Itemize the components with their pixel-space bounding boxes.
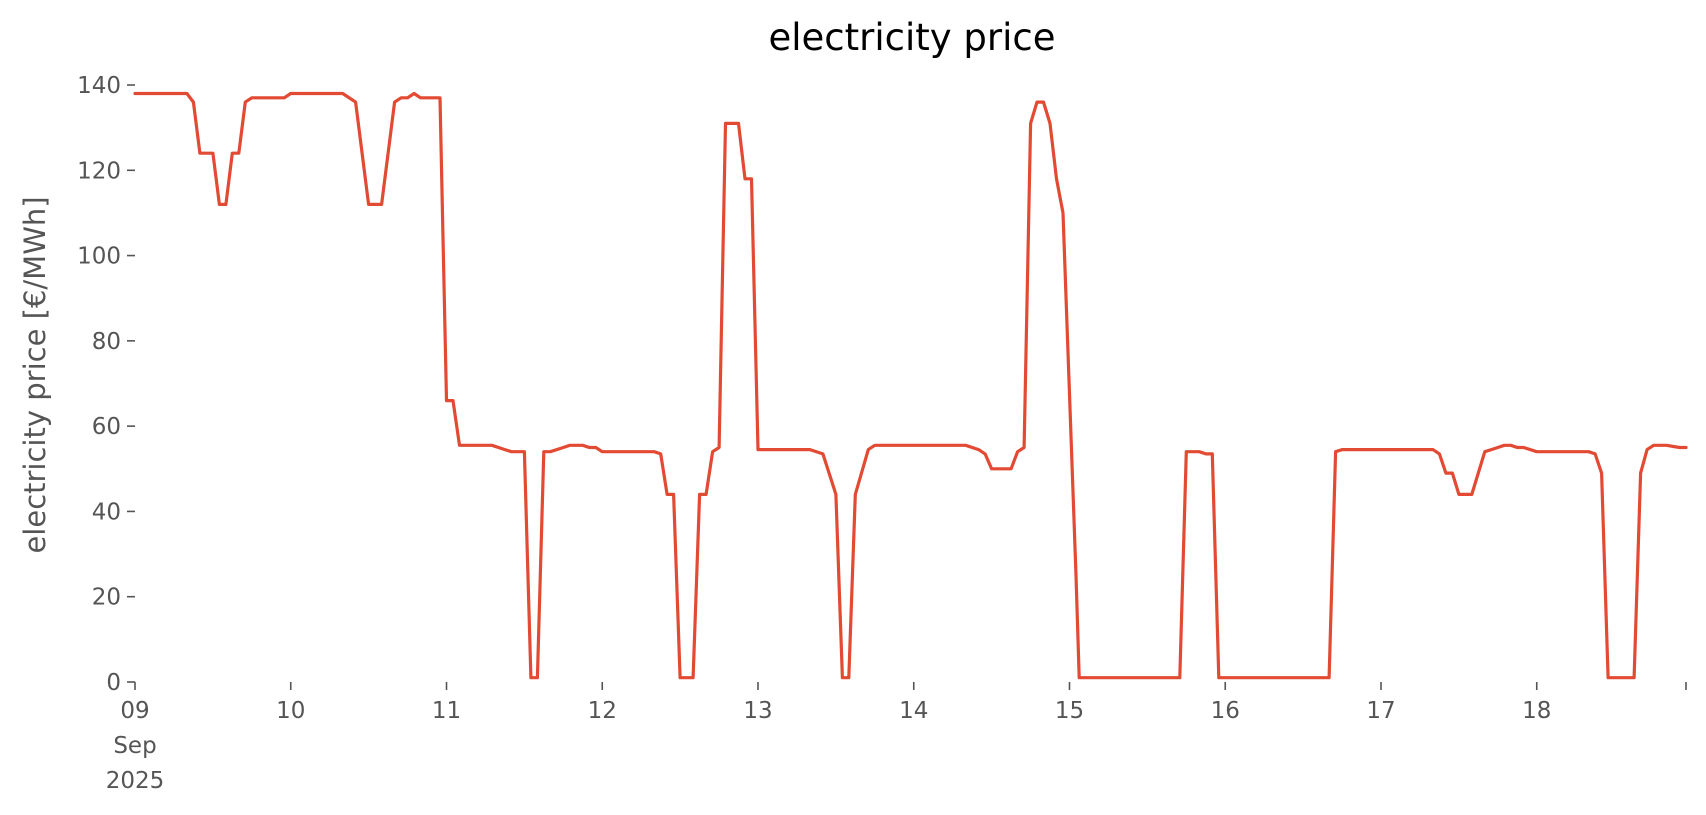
y-tick-label: 40 [92, 499, 121, 525]
x-tick-label: Sep [113, 733, 156, 759]
x-tick-label: 14 [899, 698, 928, 724]
y-tick-label: 80 [92, 329, 121, 355]
x-tick-label: 18 [1522, 698, 1551, 724]
x-tick-label: 15 [1055, 698, 1084, 724]
x-axis: 09 Sep 2025 10 11 12 13 14 15 16 17 18 [106, 682, 1687, 794]
series-line-0 [133, 91, 1688, 680]
plot-area [133, 91, 1688, 680]
x-tick-label: 10 [276, 698, 305, 724]
x-tick-label: 16 [1211, 698, 1240, 724]
chart-title: electricity price [768, 16, 1055, 59]
x-tick-label: 12 [588, 698, 617, 724]
x-tick-label: 17 [1366, 698, 1395, 724]
y-tick-label: 0 [106, 670, 121, 696]
x-tick-label: 11 [432, 698, 461, 724]
y-axis: 0 20 40 60 80 100 120 140 [77, 73, 135, 696]
y-tick-label: 140 [77, 73, 121, 99]
x-tick-label: 13 [743, 698, 772, 724]
y-tick-label: 60 [92, 414, 121, 440]
y-axis-title: electricity price [€/MWh] [18, 196, 52, 553]
y-tick-label: 20 [92, 585, 121, 611]
y-tick-label: 100 [77, 244, 121, 270]
y-tick-label: 120 [77, 158, 121, 184]
x-tick-label: 2025 [106, 768, 165, 794]
x-tick-label: 09 [120, 698, 149, 724]
